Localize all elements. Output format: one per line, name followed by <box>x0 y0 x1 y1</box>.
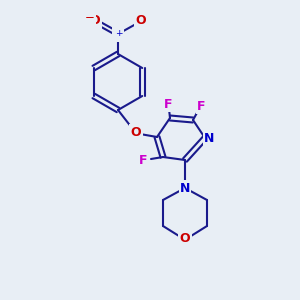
Text: N: N <box>204 131 214 145</box>
Text: N: N <box>180 182 190 194</box>
Text: +: + <box>115 28 123 38</box>
Text: O: O <box>90 14 100 28</box>
Text: O: O <box>136 14 146 28</box>
Text: O: O <box>131 125 141 139</box>
Text: F: F <box>164 98 172 110</box>
Text: F: F <box>197 100 205 112</box>
Text: −: − <box>85 11 95 23</box>
Text: F: F <box>139 154 147 166</box>
Text: N: N <box>113 28 123 40</box>
Text: O: O <box>180 232 190 244</box>
